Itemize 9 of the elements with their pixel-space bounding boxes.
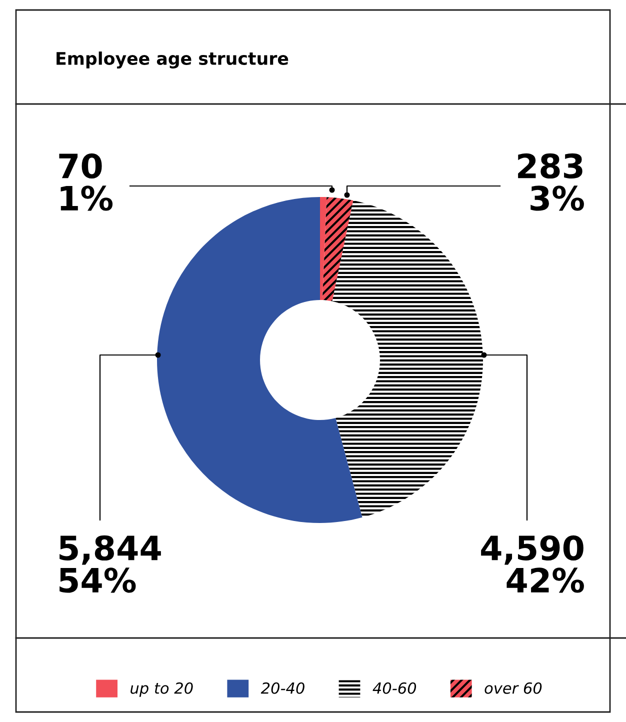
data-label: 70 1% [59,153,113,211]
data-label: 5,844 54% [60,535,161,593]
data-label: 283 3% [518,153,584,211]
legend-label: 20-40 [260,682,304,694]
legend-label: up to 20 [130,682,193,697]
chart-title: Employee age structure [56,52,288,68]
legend-label: 40-60 [372,682,416,694]
data-label: 4,590 42% [481,535,584,593]
legend-label: over 60 [484,682,542,694]
